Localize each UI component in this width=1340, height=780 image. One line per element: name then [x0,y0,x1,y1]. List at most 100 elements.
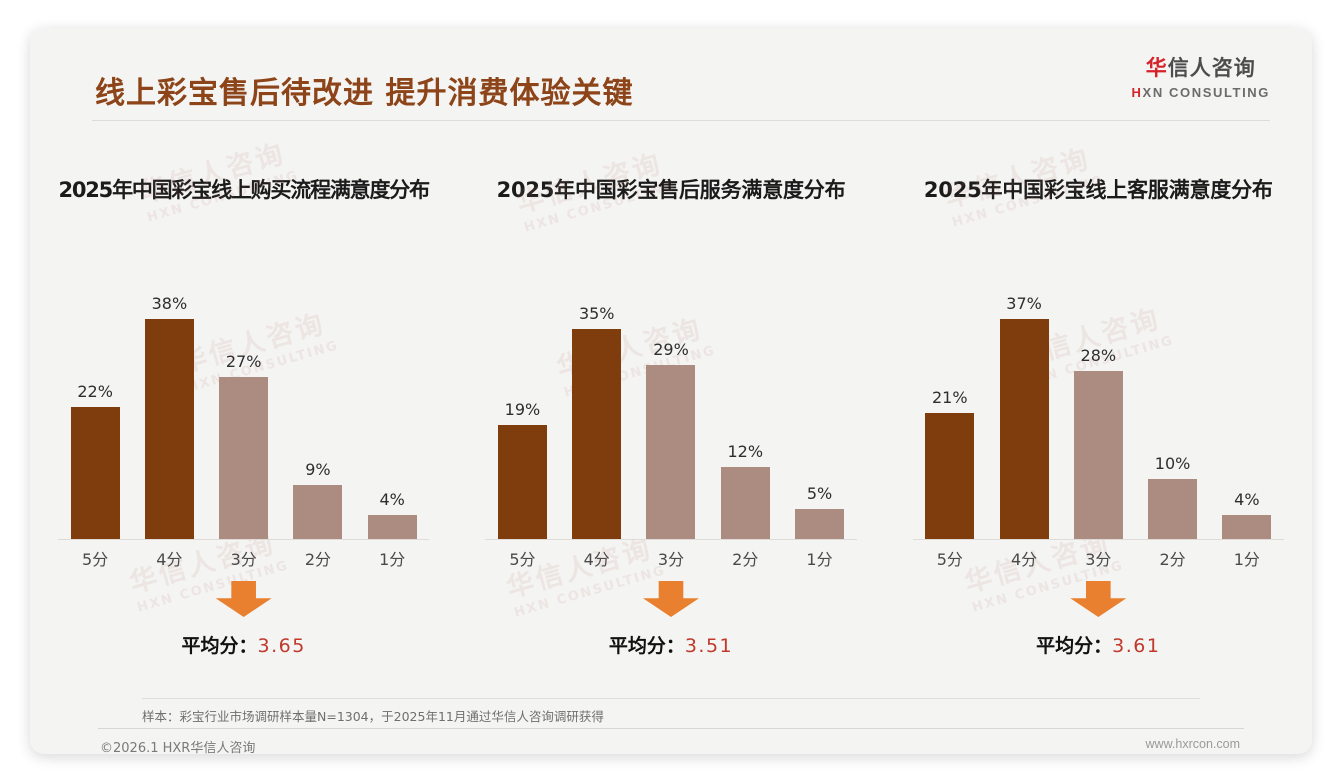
bar-group-1: 22% 38% 27% 9% [58,294,430,540]
average-score-2: 平均分：3.51 [457,631,884,658]
bar-slot: 4% [1222,294,1272,539]
logo-chinese-text: 华信人咨询 [1132,58,1270,79]
x-axis-tick: 2分 [1159,550,1186,569]
x-axis-tick: 3分 [230,550,257,569]
x-axis-tick: 4分 [156,550,183,569]
bar[interactable] [572,329,622,539]
bar-slot: 28% [1073,294,1123,539]
bar[interactable] [293,485,343,539]
average-label: 平均分： [181,635,258,657]
x-axis-tick: 5分 [509,550,536,569]
bar[interactable] [795,509,845,539]
chart-plot-1: 22% 38% 27% 9% [58,294,430,540]
arrow-down-icon [215,581,272,617]
slide-footer: ©2026.1 HXR华信人咨询 www.hxrcon.com [30,728,1312,754]
logo-hua-char: 华 [1145,56,1168,80]
bar-slot: 29% [646,294,696,539]
footer-website[interactable]: www.hxrcon.com [1145,737,1240,751]
average-value: 3.61 [1112,635,1161,657]
bar[interactable] [925,413,975,539]
x-axis-1: 5分 4分 3分 2分 1分 [30,546,457,570]
bar-slot: 21% [925,294,975,539]
chart-panel-2: 华信人咨询 HXN CONSULTING 华信人咨询 HXN CONSULTING … [457,126,884,686]
x-axis-tick: 5分 [936,550,963,569]
logo-chinese-rest: 信人咨询 [1167,56,1256,80]
bar-slot: 12% [720,294,770,539]
chart-title-1: 2025年中国彩宝线上购买流程满意度分布 [58,178,430,202]
arrow-down-icon [1070,581,1127,617]
bar-value-label: 22% [77,382,113,401]
x-axis-tick: 5分 [82,550,109,569]
arrow-down-icon [642,581,699,617]
x-axis-tick: 4分 [1010,550,1038,569]
x-axis-tick: 4分 [583,550,610,569]
x-axis-tick: 2分 [732,550,759,569]
logo-h-char: H [1131,85,1143,100]
chart-plot-3: 21% 37% 28% 10% [912,294,1284,540]
logo-english-rest: XN CONSULTING [1142,85,1270,100]
logo-english-text: HXN CONSULTING [1132,86,1270,99]
bar[interactable] [646,365,696,539]
bar-value-label: 5% [806,484,833,503]
bar-value-label: 9% [305,460,331,479]
footnote-divider [142,698,1200,699]
bar-value-label: 12% [727,442,764,461]
bar[interactable] [144,319,194,539]
bar-slot: 37% [999,294,1049,539]
bar-value-label: 4% [379,490,405,509]
x-axis-tick: 1分 [806,550,833,569]
bar-slot: 27% [219,294,269,539]
average-block-3: 平均分：3.61 [885,581,1312,658]
slide-canvas: 线上彩宝售后待改进 提升消费体验关键 华信人咨询 HXN CONSULTING … [30,28,1312,754]
bar-group-2: 19% 35% 29% 12% [485,294,857,540]
bar[interactable] [497,425,547,539]
x-axis-tick: 3分 [657,550,685,569]
bar-value-label: 4% [1234,490,1260,509]
bar[interactable] [70,407,120,539]
bar-slot: 4% [367,294,417,539]
chart-title-3: 2025年中国彩宝线上客服满意度分布 [923,178,1273,202]
bar-slot: 38% [144,294,194,539]
footer-copyright: ©2026.1 HXR华信人咨询 [100,741,256,754]
bar[interactable] [1148,479,1198,539]
average-value: 3.65 [257,635,306,657]
x-axis-tick: 1分 [379,550,406,569]
bar-group-3: 21% 37% 28% 10% [912,294,1284,540]
average-value: 3.51 [684,635,734,657]
bar-slot: 10% [1148,294,1198,539]
bar-slot: 9% [293,294,343,539]
page-title: 线上彩宝售后待改进 提升消费体验关键 [95,76,634,111]
bar-value-label: 37% [1006,294,1042,313]
bar-value-label: 10% [1154,454,1191,473]
bar[interactable] [1222,515,1272,539]
bar[interactable] [367,515,417,539]
average-score-1: 平均分：3.65 [30,631,457,658]
chart-plot-2: 19% 35% 29% 12% [485,294,857,540]
x-axis-2: 5分 4分 3分 2分 1分 [457,546,884,570]
bar-value-label: 28% [1080,346,1117,365]
bar-slot: 35% [572,294,622,539]
bar-value-label: 35% [578,304,615,323]
bar-value-label: 21% [932,388,968,407]
x-axis-tick: 2分 [304,550,332,569]
bar-value-label: 29% [653,340,689,359]
x-axis-3: 5分 4分 3分 2分 1分 [885,546,1312,570]
bar[interactable] [219,377,269,539]
bar-value-label: 19% [504,400,541,419]
bar[interactable] [720,467,770,539]
average-block-2: 平均分：3.51 [457,581,884,658]
chart-title-2: 2025年中国彩宝售后服务满意度分布 [496,178,846,202]
bar-slot: 5% [795,294,845,539]
chart-panel-3: 华信人咨询 HXN CONSULTING 华信人咨询 HXN CONSULTING … [885,126,1312,686]
average-label: 平均分： [1036,635,1113,657]
bar[interactable] [999,319,1049,539]
bar-slot: 22% [70,294,120,539]
chart-panel-1: 华信人咨询 HXN CONSULTING 华信人咨询 HXN CONSULTING … [30,126,457,686]
bar-value-label: 27% [225,352,262,371]
footnote-text: 样本：彩宝行业市场调研样本量N=1304，于2025年11月通过华信人咨询调研获… [142,709,604,724]
header-divider [92,120,1270,121]
bar-value-label: 38% [151,294,188,313]
bar[interactable] [1073,371,1123,539]
average-score-3: 平均分：3.61 [885,631,1312,658]
footer-divider [98,728,1244,729]
